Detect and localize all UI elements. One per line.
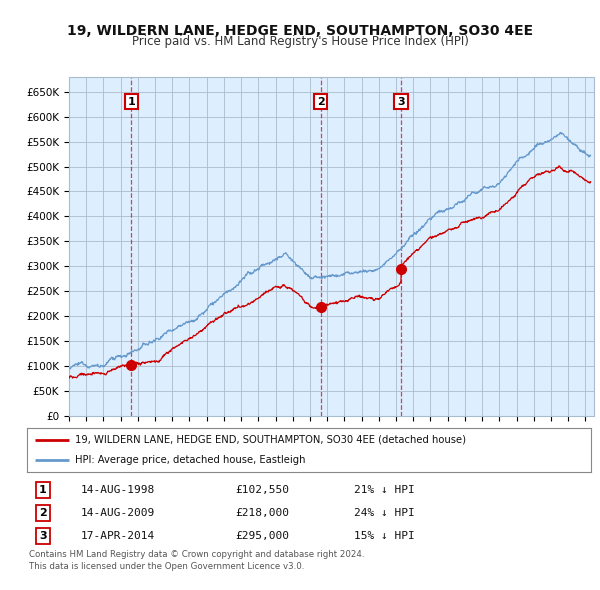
Text: 24% ↓ HPI: 24% ↓ HPI (354, 508, 415, 518)
Text: £218,000: £218,000 (236, 508, 290, 518)
Text: HPI: Average price, detached house, Eastleigh: HPI: Average price, detached house, East… (75, 455, 305, 465)
Text: 15% ↓ HPI: 15% ↓ HPI (354, 531, 415, 541)
Text: 14-AUG-2009: 14-AUG-2009 (80, 508, 155, 518)
Text: £295,000: £295,000 (236, 531, 290, 541)
Text: 3: 3 (39, 531, 47, 541)
Text: Price paid vs. HM Land Registry's House Price Index (HPI): Price paid vs. HM Land Registry's House … (131, 35, 469, 48)
Text: 1: 1 (39, 485, 47, 495)
Text: 21% ↓ HPI: 21% ↓ HPI (354, 485, 415, 495)
Text: 2: 2 (317, 97, 325, 107)
Text: This data is licensed under the Open Government Licence v3.0.: This data is licensed under the Open Gov… (29, 562, 304, 571)
Text: 3: 3 (397, 97, 405, 107)
Text: 2: 2 (39, 508, 47, 518)
Text: 14-AUG-1998: 14-AUG-1998 (80, 485, 155, 495)
Text: 1: 1 (127, 97, 135, 107)
Text: £102,550: £102,550 (236, 485, 290, 495)
Text: 17-APR-2014: 17-APR-2014 (80, 531, 155, 541)
Text: Contains HM Land Registry data © Crown copyright and database right 2024.: Contains HM Land Registry data © Crown c… (29, 550, 364, 559)
Text: 19, WILDERN LANE, HEDGE END, SOUTHAMPTON, SO30 4EE (detached house): 19, WILDERN LANE, HEDGE END, SOUTHAMPTON… (75, 435, 466, 445)
Text: 19, WILDERN LANE, HEDGE END, SOUTHAMPTON, SO30 4EE: 19, WILDERN LANE, HEDGE END, SOUTHAMPTON… (67, 24, 533, 38)
